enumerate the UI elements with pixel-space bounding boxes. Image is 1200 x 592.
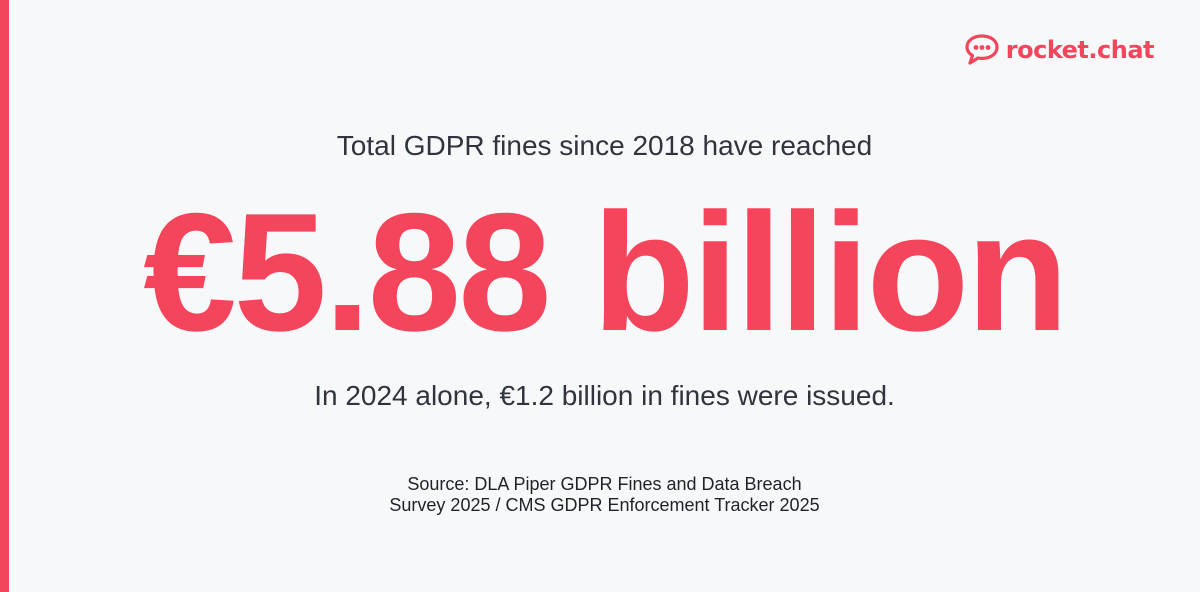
source-citation: Source: DLA Piper GDPR Fines and Data Br… [9,474,1200,516]
brand-name: rocket.chat [1005,36,1155,64]
brand-logo[interactable]: rocket.chat [964,33,1155,67]
lead-text: Total GDPR fines since 2018 have reached [336,130,873,161]
accent-bar [0,0,9,592]
source-line-2: Survey 2025 / CMS GDPR Enforcement Track… [389,495,820,515]
chat-bubble-icon [965,34,999,65]
source-line-1: Source: DLA Piper GDPR Fines and Data Br… [407,474,802,494]
headline-figure: €5.88 billion [143,178,1069,366]
subline-text: In 2024 alone, €1.2 billion in fines wer… [314,380,895,411]
